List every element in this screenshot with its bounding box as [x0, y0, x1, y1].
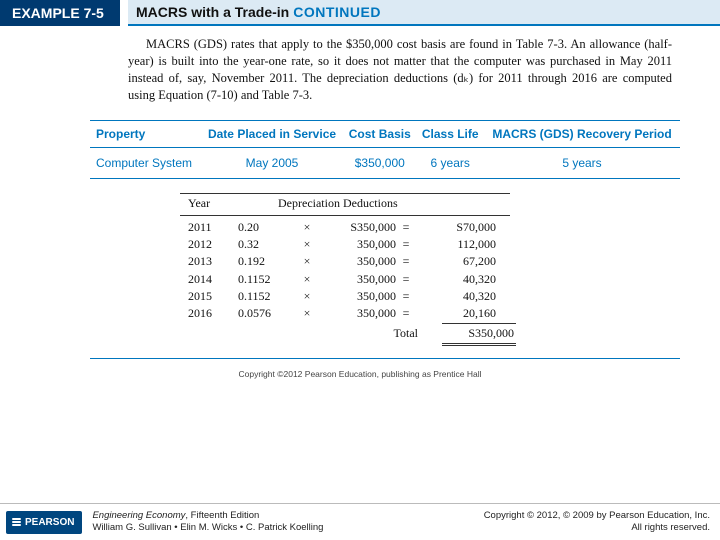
calc-rate: 0.20	[238, 219, 298, 236]
calc-head-year: Year	[128, 196, 238, 211]
td-date: May 2005	[201, 147, 343, 178]
calc-mult: ×	[298, 271, 316, 288]
calc-base: 350,000	[316, 288, 396, 305]
calc-row: 2014 0.1152 × 350,000 = 40,320	[128, 271, 672, 288]
footer-copy2: All rights reserved.	[484, 522, 710, 534]
total-value: S350,000	[418, 326, 514, 341]
footer-left: Engineering Economy, Fifteenth Edition W…	[92, 510, 483, 534]
td-property: Computer System	[90, 147, 201, 178]
calc-res: 20,160	[416, 305, 496, 322]
calc-head-ded: Depreciation Deductions	[238, 196, 672, 211]
calc-mult: ×	[298, 219, 316, 236]
footer: PEARSON Engineering Economy, Fifteenth E…	[0, 503, 720, 540]
calc-head-rule	[180, 215, 510, 216]
calc-row: 2016 0.0576 × 350,000 = 20,160	[128, 305, 672, 322]
table-header-row: Property Date Placed in Service Cost Bas…	[90, 120, 680, 147]
th-recovery: MACRS (GDS) Recovery Period	[484, 120, 680, 147]
calc-year: 2014	[128, 271, 238, 288]
calc-year: 2013	[128, 253, 238, 270]
calc-row: 2012 0.32 × 350,000 = 112,000	[128, 236, 672, 253]
calc-year: 2016	[128, 305, 238, 322]
calc-mult: ×	[298, 236, 316, 253]
header-row: EXAMPLE 7-5 MACRS with a Trade-in CONTIN…	[0, 0, 720, 26]
intro-paragraph: MACRS (GDS) rates that apply to the $350…	[128, 36, 672, 104]
book-edition: , Fifteenth Edition	[185, 510, 259, 521]
table-row: Computer System May 2005 $350,000 6 year…	[90, 147, 680, 178]
calc-eq: =	[396, 253, 416, 270]
th-property: Property	[90, 120, 201, 147]
title-main: MACRS with a Trade-in	[136, 4, 289, 20]
total-label: Total	[128, 326, 418, 341]
calc-res: 112,000	[416, 236, 496, 253]
pearson-logo-text: PEARSON	[25, 517, 74, 528]
calc-eq: =	[396, 271, 416, 288]
footer-right: Copyright © 2012, © 2009 by Pearson Educ…	[484, 510, 710, 534]
calc-base: S350,000	[316, 219, 396, 236]
calc-area: Year Depreciation Deductions 2011 0.20 ×…	[128, 193, 672, 346]
th-date: Date Placed in Service	[201, 120, 343, 147]
calc-rate: 0.0576	[238, 305, 298, 322]
total-row: Total S350,000	[128, 324, 672, 341]
calc-row: 2015 0.1152 × 350,000 = 40,320	[128, 288, 672, 305]
th-class: Class Life	[416, 120, 484, 147]
calc-rate: 0.192	[238, 253, 298, 270]
calc-eq: =	[396, 288, 416, 305]
calc-res: 40,320	[416, 271, 496, 288]
calc-rate: 0.1152	[238, 271, 298, 288]
calc-eq: =	[396, 305, 416, 322]
calc-row: 2013 0.192 × 350,000 = 67,200	[128, 253, 672, 270]
calc-year: 2015	[128, 288, 238, 305]
body-area: MACRS (GDS) rates that apply to the $350…	[0, 26, 720, 346]
calc-res: 67,200	[416, 253, 496, 270]
calc-base: 350,000	[316, 305, 396, 322]
td-cost: $350,000	[343, 147, 416, 178]
calc-eq: =	[396, 236, 416, 253]
inner-copyright: Copyright ©2012 Pearson Education, publi…	[0, 369, 720, 379]
calc-mult: ×	[298, 253, 316, 270]
example-badge: EXAMPLE 7-5	[0, 0, 120, 26]
calc-rate: 0.32	[238, 236, 298, 253]
calc-year: 2011	[128, 219, 238, 236]
calc-mult: ×	[298, 305, 316, 322]
title-continued: CONTINUED	[293, 4, 381, 20]
title-bar: MACRS with a Trade-in CONTINUED	[128, 0, 720, 26]
calc-eq: =	[396, 219, 416, 236]
td-class: 6 years	[416, 147, 484, 178]
calc-base: 350,000	[316, 271, 396, 288]
calc-res: 40,320	[416, 288, 496, 305]
calc-year: 2012	[128, 236, 238, 253]
calc-res: S70,000	[416, 219, 496, 236]
calc-rate: 0.1152	[238, 288, 298, 305]
td-recovery: 5 years	[484, 147, 680, 178]
calc-top-rule	[180, 193, 510, 194]
footer-copy1: Copyright © 2012, © 2009 by Pearson Educ…	[484, 510, 710, 522]
th-cost: Cost Basis	[343, 120, 416, 147]
property-table: Property Date Placed in Service Cost Bas…	[90, 120, 680, 179]
calc-head: Year Depreciation Deductions	[128, 196, 672, 211]
bottom-divider	[90, 358, 680, 359]
book-authors: William G. Sullivan • Elin M. Wicks • C.…	[92, 522, 483, 534]
calc-mult: ×	[298, 288, 316, 305]
sum-rule-bot2	[442, 345, 516, 346]
header-sep	[120, 0, 128, 26]
pearson-bars-icon	[12, 518, 21, 526]
calc-base: 350,000	[316, 253, 396, 270]
book-title: Engineering Economy	[92, 510, 185, 521]
calc-row: 2011 0.20 × S350,000 = S70,000	[128, 219, 672, 236]
pearson-logo: PEARSON	[6, 511, 82, 534]
calc-base: 350,000	[316, 236, 396, 253]
sum-rule-bot1	[442, 343, 516, 344]
